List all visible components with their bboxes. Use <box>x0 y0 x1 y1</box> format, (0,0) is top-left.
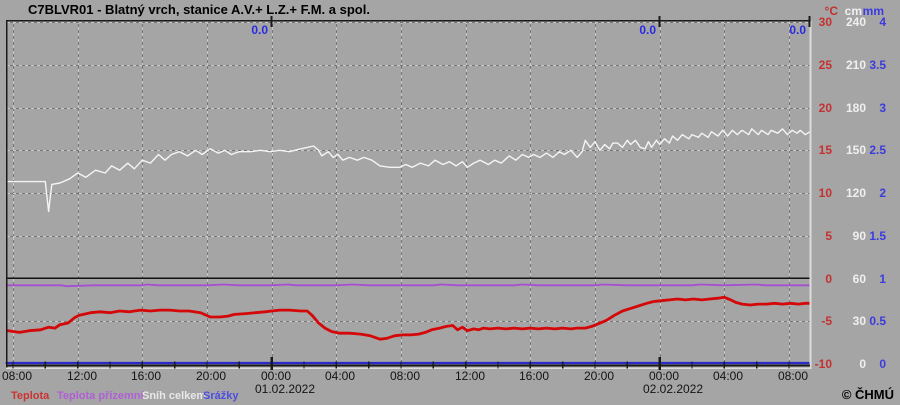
x-axis-time-label: 12:00 <box>454 369 486 383</box>
legend-item: Srážky <box>203 390 239 402</box>
chart-title: C7BLVR01 - Blatný vrch, stanice A.V.+ L.… <box>28 2 370 17</box>
x-axis-date-label: 01.02.2022 <box>254 382 316 396</box>
legend-item: Sníh celkem <box>142 390 207 402</box>
axis-tick-value: 5 <box>825 229 832 243</box>
data-series <box>5 128 812 365</box>
axis-tick-value: 0.5 <box>869 314 886 328</box>
axis-tick-value: -5 <box>821 314 832 328</box>
series-line-temp_c <box>6 295 812 341</box>
daily-precip-total: 0.0 <box>639 23 656 37</box>
right-axis-row: 20 180 3 <box>810 101 886 115</box>
axis-tick-value: 180 <box>845 101 866 115</box>
axis-tick-value: 120 <box>845 186 866 200</box>
x-axis-time-label: 08:00 <box>777 369 809 383</box>
x-axis-time-label: 04:00 <box>712 369 744 383</box>
x-axis-time-label: 00:00 <box>648 369 680 383</box>
axis-tick-value: 2 <box>879 186 886 200</box>
legend-item: Teplota <box>11 390 50 402</box>
right-axis-row: 15 150 2.5 <box>810 143 886 157</box>
axis-tick-value: 1 <box>879 272 886 286</box>
x-axis-time-label: 08:00 <box>1 369 33 383</box>
right-axis-header: °C cm mm <box>810 4 884 18</box>
axis-tick-value: 15 <box>818 143 832 157</box>
axis-tick-value: 240 <box>845 15 866 29</box>
x-axis-time-label: 12:00 <box>66 369 98 383</box>
right-axis-row: 0 60 1 <box>810 272 886 286</box>
axis-tick-value: 2.5 <box>869 143 886 157</box>
axis-tick-value: 30 <box>818 15 832 29</box>
x-axis-time-label: 20:00 <box>583 369 615 383</box>
right-axis-row: 30 240 4 <box>810 15 886 29</box>
axis-tick-value: 210 <box>845 58 866 72</box>
x-axis-time-label: 04:00 <box>324 369 356 383</box>
axis-tick-value: 10 <box>818 186 832 200</box>
axis-tick-value: 150 <box>845 143 866 157</box>
series-line-snow_cm <box>7 128 811 213</box>
axis-tick-value: 0 <box>879 357 886 371</box>
daily-precip-total: 0.0 <box>789 23 806 37</box>
right-axis-row: -5 30 0.5 <box>810 314 886 328</box>
axis-tick-value: 25 <box>818 58 832 72</box>
axis-tick-value: 1.5 <box>869 229 886 243</box>
right-axis-row: 10 120 2 <box>810 186 886 200</box>
legend-item: Teplota přízemní <box>57 390 144 402</box>
x-axis-time-label: 00:00 <box>260 369 292 383</box>
right-axis-row: -10 0 0 <box>810 357 886 371</box>
x-axis-time-label: 16:00 <box>518 369 550 383</box>
axis-tick-value: 3 <box>879 101 886 115</box>
copyright: © ČHMÚ <box>841 387 894 402</box>
axis-unit-label: mm <box>862 4 884 18</box>
axis-tick-value: 20 <box>818 101 832 115</box>
axis-tick-value: 60 <box>852 272 866 286</box>
axis-tick-value: 4 <box>879 15 886 29</box>
x-axis-date-label: 02.02.2022 <box>642 382 704 396</box>
axis-tick-value: 3.5 <box>869 58 886 72</box>
axis-tick-value: 0 <box>859 357 866 371</box>
plot-frame-and-ticks <box>5 16 812 370</box>
axis-tick-value: 30 <box>852 314 866 328</box>
x-axis-time-label: 08:00 <box>389 369 421 383</box>
axis-tick-value: 90 <box>852 229 866 243</box>
axis-unit-label: cm <box>844 4 862 18</box>
right-axis-row: 25 210 3.5 <box>810 58 886 72</box>
axis-tick-value: 0 <box>825 272 832 286</box>
daily-precip-total: 0.0 <box>251 23 268 37</box>
x-axis-time-label: 20:00 <box>195 369 227 383</box>
axis-unit-label: °C <box>824 4 838 18</box>
axis-tick-value: -10 <box>814 357 832 371</box>
gridlines <box>7 21 810 365</box>
x-axis-time-label: 16:00 <box>130 369 162 383</box>
right-axis-row: 5 90 1.5 <box>810 229 886 243</box>
series-line-temp_c <box>5 283 811 288</box>
